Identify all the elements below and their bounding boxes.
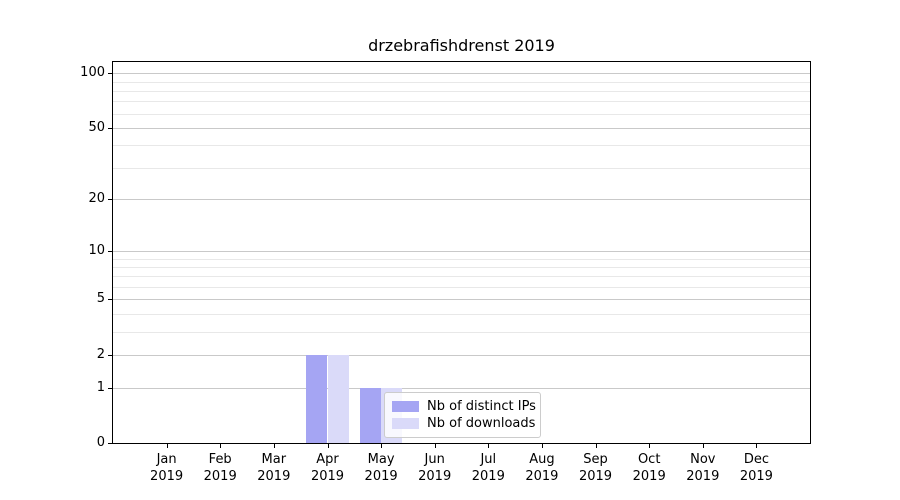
y-tick-label: 100 (80, 65, 105, 81)
x-tick-mark (541, 444, 543, 448)
legend-swatch-distinct-ips (392, 401, 419, 412)
y-tick-mark (108, 73, 112, 75)
bar-downloads-apr (327, 355, 349, 443)
y-tick-label: 1 (96, 379, 105, 395)
y-tick-mark (108, 355, 112, 356)
bar-distinct-ips-apr (306, 355, 328, 443)
legend-label-downloads: Nb of downloads (427, 416, 536, 431)
minor-gridline (113, 90, 810, 92)
y-tick-label: 50 (88, 120, 105, 135)
y-tick-mark (108, 250, 112, 252)
x-tick-label-dec: Dec 2019 (739, 452, 773, 484)
chart-title: drzebrafishdrenst 2019 (368, 36, 555, 55)
x-tick-label-jan: Jan 2019 (150, 452, 184, 484)
legend-swatch-downloads (392, 418, 419, 429)
x-tick-mark (702, 444, 704, 448)
x-tick-mark (595, 444, 597, 448)
y-tick-mark (108, 387, 112, 389)
y-tick-mark (108, 128, 112, 129)
x-tick-label-oct: Oct 2019 (632, 452, 666, 484)
x-tick-mark (273, 444, 275, 448)
minor-gridline (113, 101, 810, 103)
major-gridline (113, 387, 810, 389)
x-tick-mark (220, 444, 222, 448)
x-tick-mark (381, 444, 383, 448)
x-tick-mark (327, 444, 329, 448)
major-gridline (113, 299, 810, 301)
x-tick-mark (488, 444, 490, 448)
legend-label-distinct-ips: Nb of distinct IPs (427, 399, 536, 414)
major-gridline (113, 73, 810, 75)
major-gridline (113, 199, 810, 201)
minor-gridline (113, 167, 810, 169)
legend-row-downloads: Nb of downloads (392, 415, 536, 432)
x-tick-mark (649, 444, 651, 448)
minor-gridline (113, 113, 810, 115)
y-tick-label: 2 (96, 347, 105, 362)
x-tick-label-jun: Jun 2019 (418, 452, 452, 484)
x-tick-label-nov: Nov 2019 (686, 452, 720, 484)
x-tick-label-sep: Sep 2019 (578, 452, 613, 484)
y-tick-label: 5 (96, 291, 105, 307)
x-tick-label-mar: Mar 2019 (257, 452, 291, 484)
x-tick-label-jul: Jul 2019 (471, 452, 505, 484)
y-tick-mark (108, 299, 112, 301)
plot-area (112, 61, 811, 444)
x-tick-label-may: May 2019 (364, 452, 398, 484)
minor-gridline (113, 81, 810, 83)
minor-gridline (113, 276, 810, 278)
minor-gridline (113, 314, 810, 315)
y-tick-mark (108, 199, 112, 201)
x-tick-label-apr: Apr 2019 (310, 452, 345, 484)
minor-gridline (113, 145, 810, 147)
x-tick-label-aug: Aug 2019 (525, 452, 559, 484)
x-tick-mark (756, 444, 758, 448)
legend: Nb of distinct IPs Nb of downloads (384, 392, 541, 438)
minor-gridline (113, 258, 810, 260)
y-tick-mark (108, 443, 112, 444)
x-tick-label-feb: Feb 2019 (203, 452, 237, 484)
minor-gridline (113, 287, 810, 289)
y-tick-label: 20 (88, 191, 105, 207)
legend-row-distinct-ips: Nb of distinct IPs (392, 398, 536, 415)
x-tick-mark (166, 444, 168, 448)
major-gridline (113, 250, 810, 252)
minor-gridline (113, 266, 810, 268)
bar-distinct-ips-may (359, 387, 381, 443)
major-gridline (113, 128, 810, 129)
x-tick-mark (434, 444, 436, 448)
y-tick-label: 10 (88, 242, 105, 258)
minor-gridline (113, 331, 810, 333)
major-gridline (113, 355, 810, 356)
y-tick-label: 0 (96, 435, 105, 450)
